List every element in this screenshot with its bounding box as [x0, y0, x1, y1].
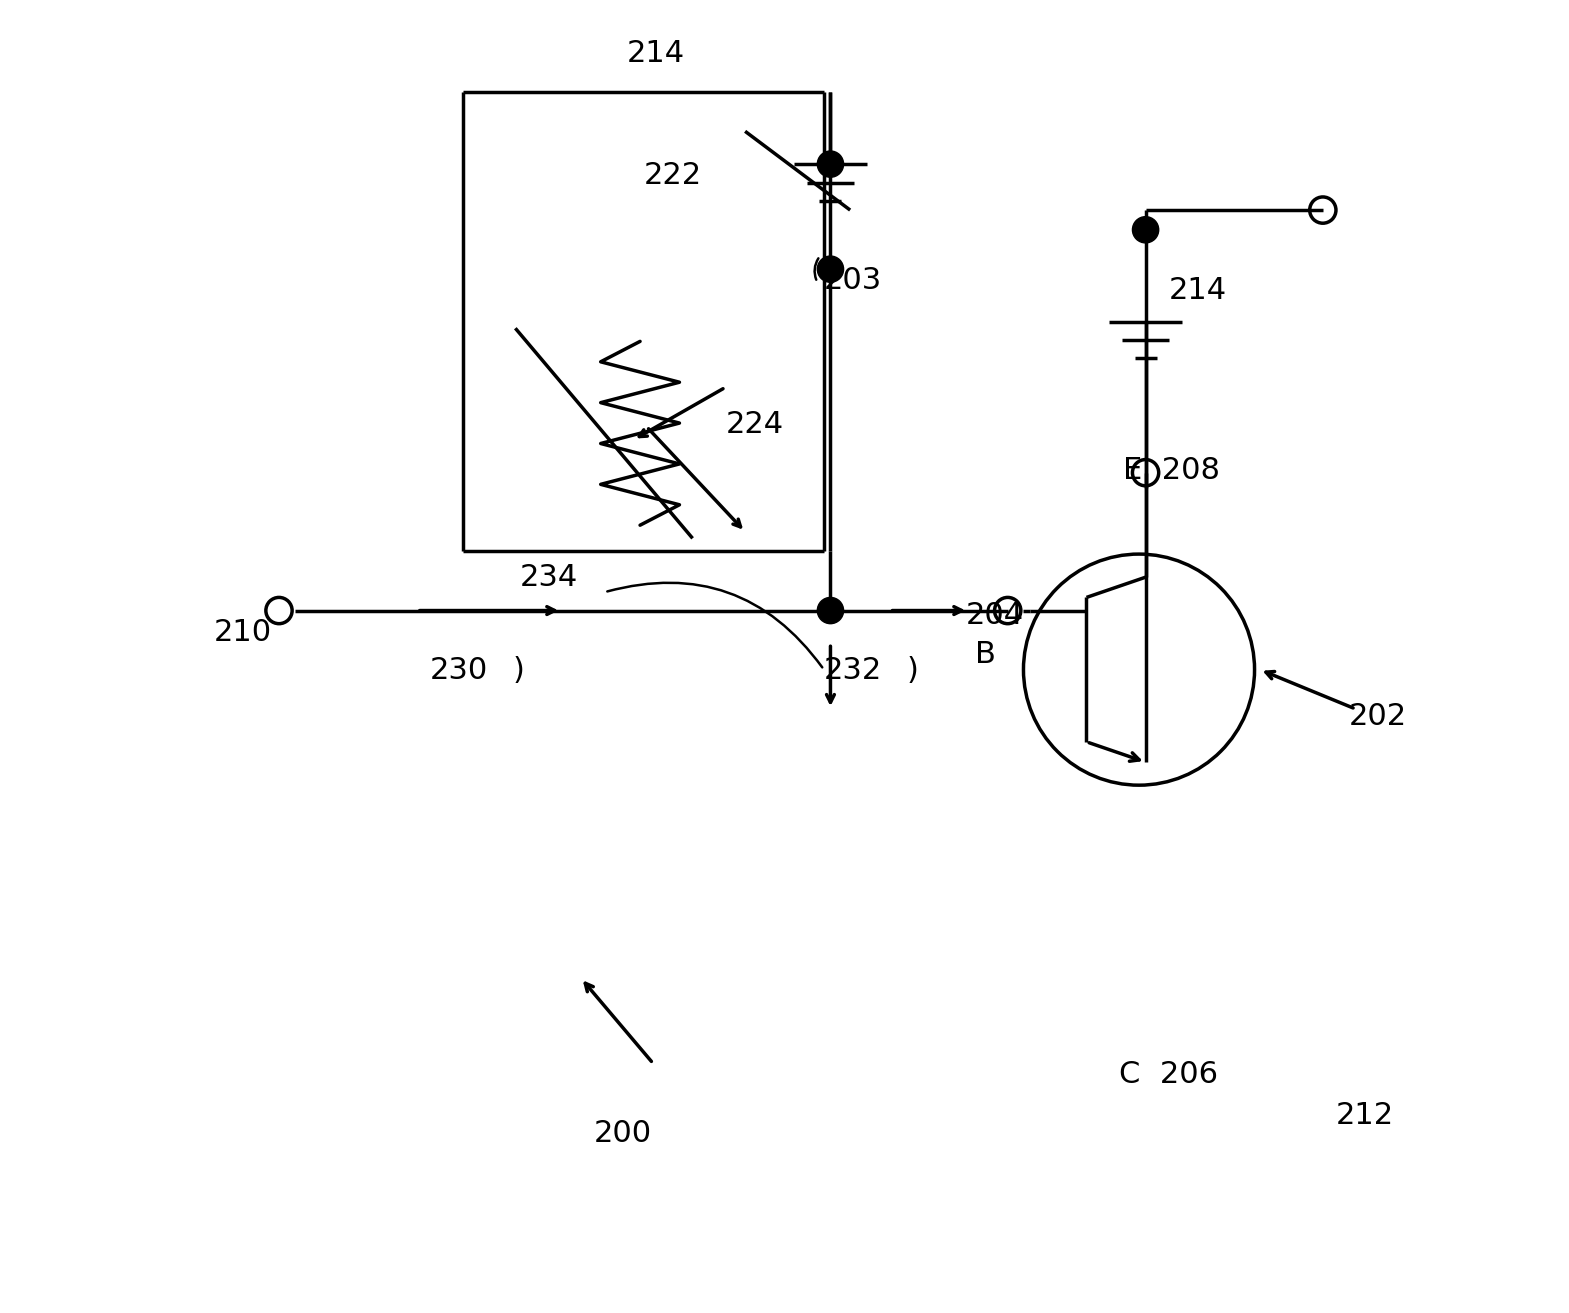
- Circle shape: [817, 151, 844, 177]
- FancyArrowPatch shape: [814, 259, 819, 280]
- Text: ): ): [907, 655, 918, 685]
- Text: 224: 224: [725, 410, 783, 440]
- Text: E  208: E 208: [1123, 456, 1221, 486]
- Text: 222: 222: [643, 160, 703, 190]
- Text: 230: 230: [430, 655, 488, 685]
- Text: 203: 203: [824, 265, 882, 295]
- Circle shape: [817, 256, 844, 282]
- Circle shape: [817, 597, 844, 624]
- Text: 214: 214: [628, 38, 686, 68]
- Text: 202: 202: [1349, 701, 1407, 731]
- Text: 212: 212: [1335, 1100, 1395, 1130]
- FancyArrowPatch shape: [607, 583, 822, 667]
- Text: 210: 210: [213, 617, 271, 647]
- Text: 234: 234: [519, 562, 577, 592]
- Text: 232: 232: [824, 655, 882, 685]
- Text: ): ): [513, 655, 524, 685]
- Text: B: B: [974, 639, 996, 670]
- Text: 214: 214: [1169, 276, 1227, 306]
- Text: 204: 204: [965, 600, 1025, 630]
- Circle shape: [1133, 217, 1158, 243]
- Text: C  206: C 206: [1119, 1060, 1218, 1090]
- Text: 200: 200: [595, 1119, 653, 1149]
